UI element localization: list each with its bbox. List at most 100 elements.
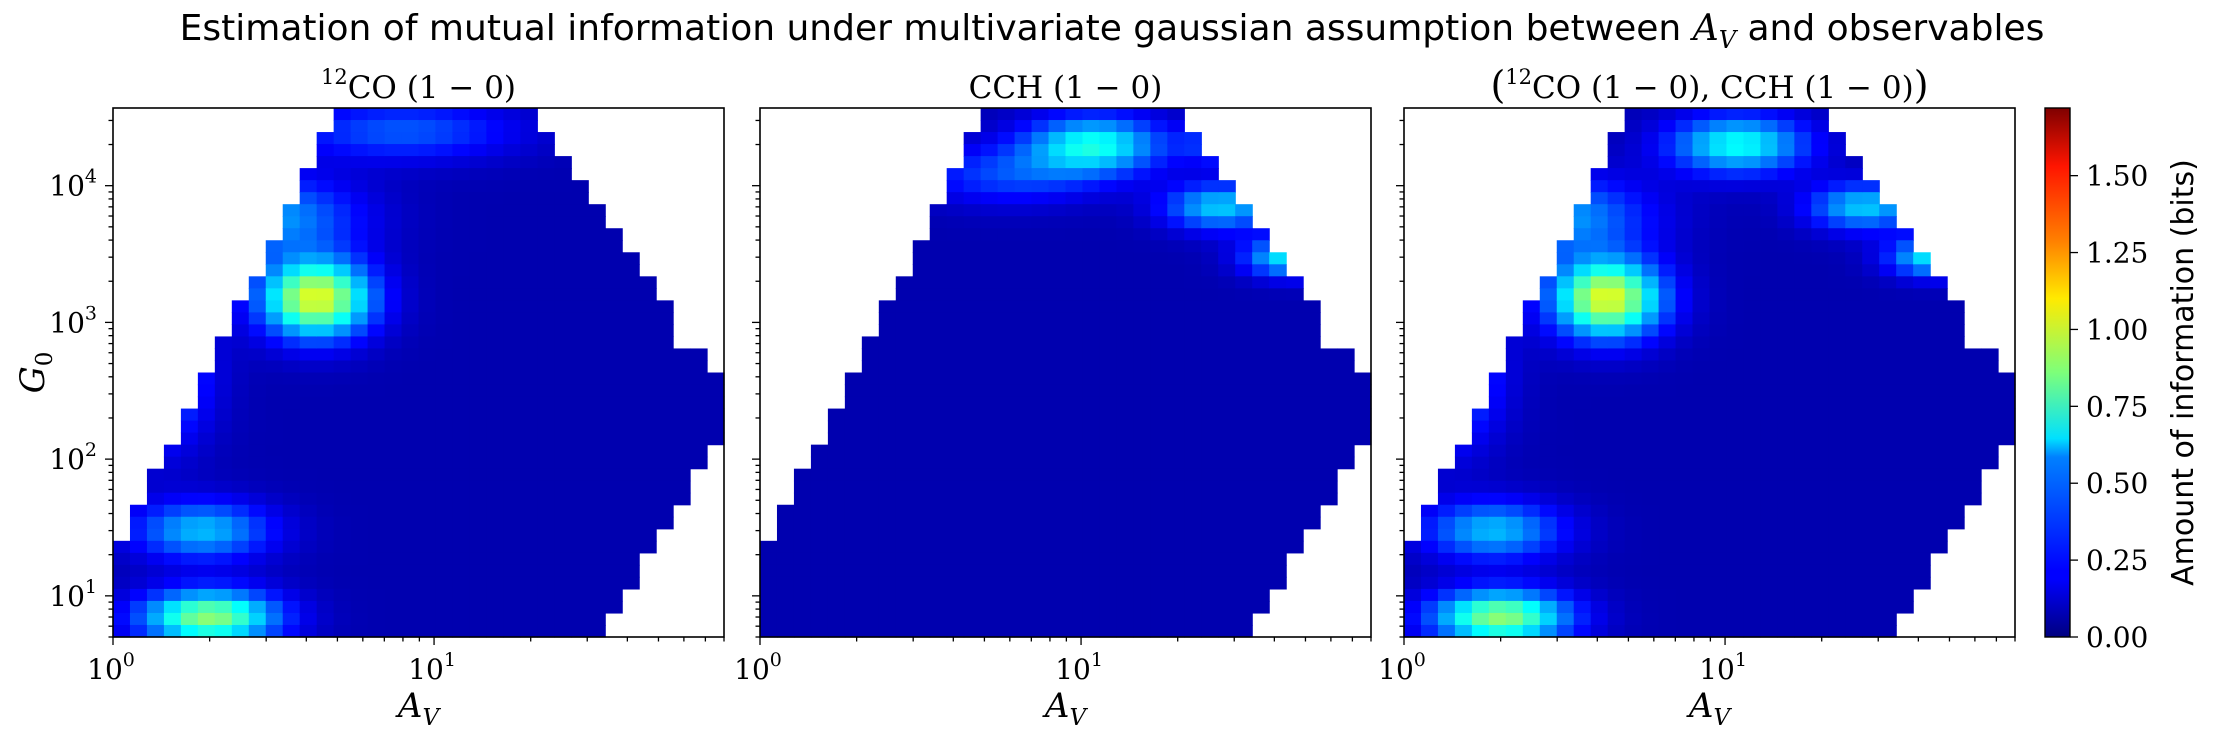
heatmap-cell (1573, 276, 1592, 289)
heatmap-cell (231, 564, 250, 578)
heatmap-cell (1116, 504, 1134, 518)
heatmap-cell (333, 468, 352, 482)
heatmap-cell (1082, 300, 1101, 313)
heatmap-cell (282, 600, 301, 614)
heatmap-cell (1726, 348, 1745, 362)
heatmap-cell (1794, 408, 1812, 422)
heatmap-cell (1624, 432, 1643, 446)
heatmap-cell (435, 276, 454, 289)
heatmap-cell (248, 372, 267, 386)
heatmap-cell (673, 444, 691, 458)
heatmap-cell (861, 408, 880, 422)
heatmap-cell (1743, 492, 1762, 506)
heatmap-cell (384, 528, 403, 542)
heatmap-cell (537, 504, 555, 518)
heatmap-cell (520, 180, 538, 193)
heatmap-cell (265, 240, 284, 253)
heatmap-cell (1607, 312, 1626, 326)
heatmap-cell (265, 468, 284, 482)
heatmap-cell (1675, 468, 1694, 482)
heatmap-cell (435, 180, 454, 193)
heatmap-cell (1082, 504, 1101, 518)
heatmap-cell (520, 300, 538, 313)
heatmap-cell (197, 480, 216, 494)
heatmap-cell (1607, 444, 1626, 458)
heatmap-cell (1794, 216, 1812, 229)
heatmap-cell (1760, 180, 1778, 193)
heatmap-cell (435, 552, 454, 566)
heatmap-cell (1947, 444, 1965, 458)
heatmap-cell (929, 504, 948, 518)
heatmap-cell (1201, 360, 1219, 374)
heatmap-cell (520, 120, 538, 133)
heatmap-cell (1862, 504, 1880, 518)
x-tick-label: 101 (1055, 649, 1103, 686)
heatmap-cell (554, 336, 572, 350)
colorbar-gradient (2044, 107, 2071, 638)
heatmap-cell (776, 600, 795, 614)
heatmap-cell (1896, 372, 1914, 386)
heatmap-cell (1082, 336, 1101, 350)
heatmap-cell (622, 432, 640, 446)
heatmap-cell (1624, 216, 1643, 229)
heatmap-cell (1218, 516, 1236, 530)
heatmap-cell (1556, 372, 1575, 386)
heatmap-cell (1150, 120, 1168, 133)
heatmap-cell (520, 444, 538, 458)
heatmap-cell (1624, 456, 1643, 470)
heatmap-cell (214, 396, 233, 410)
heatmap-cell (316, 204, 335, 217)
heatmap-cell (1879, 456, 1897, 470)
heatmap-cell (1099, 336, 1118, 350)
heatmap-cell (1675, 276, 1694, 289)
heatmap-cell (1658, 576, 1677, 590)
heatmap-cell (282, 444, 301, 458)
heatmap-cell (333, 108, 352, 121)
heatmap-cell (418, 480, 437, 494)
heatmap-cell (1218, 444, 1236, 458)
heatmap-cell (503, 468, 521, 482)
heatmap-cell (1320, 468, 1338, 482)
heatmap-cell (1082, 600, 1101, 614)
heatmap-cell (520, 420, 538, 434)
heatmap-cell (1454, 468, 1473, 482)
heatmap-cell (231, 372, 250, 386)
heatmap-cell (571, 540, 589, 554)
heatmap-cell (248, 432, 267, 446)
heatmap-cell (1235, 564, 1253, 578)
heatmap-cell (1607, 204, 1626, 217)
heatmap-cell (1726, 600, 1745, 614)
heatmap-cell (1184, 264, 1202, 277)
heatmap-cell (1777, 264, 1795, 277)
heatmap-cell (384, 468, 403, 482)
heatmap-cell (1862, 240, 1880, 253)
heatmap-cell (1065, 288, 1084, 301)
heatmap-cell (1116, 432, 1134, 446)
heatmap-cell (878, 360, 897, 374)
heatmap-cell (163, 516, 182, 530)
heatmap-cell (384, 564, 403, 578)
heatmap-cell (622, 540, 640, 554)
heatmap-cell (299, 348, 318, 362)
heatmap-cell (1505, 516, 1524, 530)
heatmap-cell (1031, 396, 1050, 410)
heatmap-cell (1624, 192, 1643, 205)
heatmap-cell (350, 204, 369, 217)
heatmap-cell (810, 480, 829, 494)
heatmap-cell (1692, 564, 1711, 578)
heatmap-cell (1896, 480, 1914, 494)
heatmap-cell (520, 384, 538, 398)
heatmap-cell (1862, 396, 1880, 410)
heatmap-cell (231, 540, 250, 554)
heatmap-cell (316, 312, 335, 326)
heatmap-cell (980, 204, 999, 217)
heatmap-cell (1879, 276, 1897, 289)
heatmap-cell (1573, 420, 1592, 434)
heatmap-cell (1794, 372, 1812, 386)
heatmap-cell (605, 504, 623, 518)
heatmap-cell (980, 552, 999, 566)
heatmap-cell (1862, 552, 1880, 566)
heatmap-cell (895, 564, 914, 578)
heatmap-cell (1014, 144, 1033, 157)
heatmap-cell (963, 144, 982, 157)
